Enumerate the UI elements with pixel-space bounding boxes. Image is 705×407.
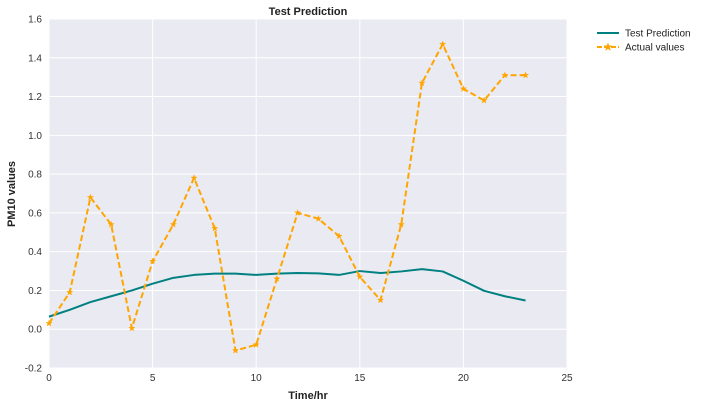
y-tick-label: 1.4 (28, 53, 42, 64)
data-point-marker (231, 346, 240, 354)
data-point-marker (418, 79, 426, 87)
data-point-marker (356, 273, 364, 280)
legend: Test Prediction Actual values (597, 29, 691, 54)
data-point-marker (107, 220, 115, 228)
data-point-marker (66, 288, 74, 296)
y-axis-label: PM10 values (6, 161, 18, 227)
data-point-marker (376, 296, 385, 304)
y-tick-label: 1.0 (28, 131, 42, 142)
y-tick-label: 1.6 (28, 15, 42, 26)
y-tick-label: -0.2 (25, 364, 43, 375)
series-lines (48, 43, 526, 352)
y-tick-label: 0.4 (28, 247, 42, 258)
grid-lines (48, 18, 568, 369)
x-tick-label: 5 (150, 373, 156, 384)
y-tick-label: 0.2 (28, 286, 42, 297)
x-tick-labels: 0 5 10 15 20 25 (46, 373, 573, 384)
data-point-marker (314, 214, 322, 222)
series-line-0 (48, 268, 526, 318)
data-point-marker (86, 193, 95, 201)
data-point-marker (169, 220, 177, 228)
data-point-marker (480, 96, 488, 104)
plot-area (49, 19, 567, 368)
data-point-marker (335, 232, 343, 240)
legend-marker-1 (603, 42, 613, 51)
x-tick-label: 15 (354, 373, 366, 384)
data-point-marker (501, 71, 509, 79)
data-point-marker (252, 340, 260, 348)
data-point-marker (294, 209, 302, 216)
legend-label-1: Actual values (625, 43, 684, 54)
y-tick-label: 0.8 (28, 170, 42, 181)
x-tick-label: 0 (46, 373, 52, 384)
x-tick-label: 10 (251, 373, 263, 384)
y-tick-labels: -0.2 0.0 0.2 0.4 0.6 0.8 1.0 1.2 1.4 1.6 (25, 15, 43, 375)
data-point-marker (521, 71, 530, 79)
y-tick-label: 1.2 (28, 92, 42, 103)
data-point-marker (128, 324, 136, 332)
y-tick-label: 0.0 (28, 325, 42, 336)
chart-title: Test Prediction (269, 6, 348, 18)
x-tick-label: 25 (561, 373, 573, 384)
data-point-marker (439, 40, 447, 48)
data-point-marker (45, 319, 53, 327)
y-tick-label: 0.6 (28, 208, 42, 219)
series-markers (45, 40, 530, 354)
data-point-marker (190, 174, 198, 182)
data-point-marker (211, 224, 219, 232)
series-line-1 (48, 43, 526, 352)
data-point-marker (148, 257, 157, 265)
x-axis-label: Time/hr (288, 390, 328, 402)
data-point-marker (273, 275, 281, 282)
data-point-marker (397, 220, 405, 228)
legend-label-0: Test Prediction (625, 29, 691, 40)
data-point-marker (459, 84, 468, 92)
x-tick-label: 20 (458, 373, 470, 384)
